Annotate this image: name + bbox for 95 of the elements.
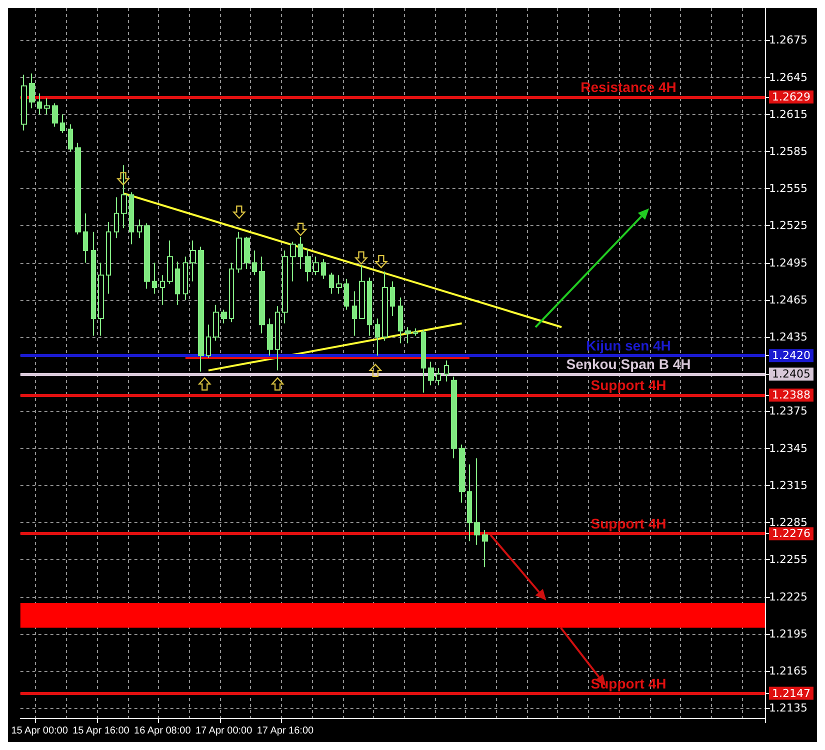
candlestick — [190, 240, 196, 282]
candlestick — [367, 277, 372, 336]
candlestick — [83, 212, 88, 264]
candlestick — [29, 73, 35, 109]
candlestick — [252, 250, 257, 276]
candlestick — [321, 258, 326, 280]
ref-line-label: Kijun sen 4H — [586, 338, 671, 354]
candlestick — [37, 92, 42, 115]
y-tick-label: 1.2555 — [769, 182, 808, 196]
y-tick-label: 1.2525 — [769, 219, 808, 232]
candlestick — [344, 278, 349, 310]
y-tick-label: 1.2147 — [772, 686, 810, 700]
y-tick-label: 1.2615 — [769, 108, 808, 121]
candlestick — [482, 529, 488, 568]
candlestick — [428, 361, 434, 386]
y-tick-label: 1.2388 — [772, 388, 810, 402]
candlestick — [129, 192, 134, 245]
candlestick — [313, 256, 319, 276]
y-tick-label: 1.2495 — [769, 256, 808, 270]
candlestick — [444, 360, 449, 382]
x-tick-label: 17 Apr 16:00 — [256, 726, 314, 736]
candlestick — [167, 240, 173, 284]
ref-line-label: Resistance 4H — [580, 79, 676, 96]
y-tick-label: 1.2465 — [769, 293, 808, 306]
candlestick — [290, 241, 296, 282]
ref-line-label: Support 4H — [590, 516, 666, 532]
candlestick — [359, 264, 365, 319]
candlestick — [52, 102, 58, 128]
y-tick-label: 1.2276 — [772, 527, 810, 540]
candlestick — [114, 196, 119, 239]
candlestick — [405, 326, 411, 344]
candlestick — [236, 231, 242, 274]
candlestick — [421, 329, 426, 394]
candlestick — [305, 248, 311, 282]
candlestick — [459, 444, 465, 504]
y-tick-label: 1.2315 — [769, 478, 808, 492]
candlestick — [375, 318, 380, 356]
ref-line-label: Support 4H — [590, 377, 666, 394]
candlestick — [282, 250, 288, 324]
y-tick-label: 1.2420 — [772, 349, 810, 362]
y-tick-label: 1.2375 — [769, 404, 808, 418]
y-tick-label: 1.2345 — [769, 442, 808, 455]
candlestick — [398, 296, 403, 344]
x-tick-label: 16 Apr 08:00 — [134, 726, 192, 736]
ref-line-label: Senkou Span B 4H — [566, 356, 691, 372]
y-tick-label: 1.2255 — [769, 553, 808, 566]
candlestick — [137, 219, 142, 239]
y-tick-label: 1.2405 — [772, 368, 810, 381]
candlestick — [21, 74, 27, 131]
candlestick — [390, 280, 395, 316]
candlestick — [298, 236, 303, 270]
candlestick — [106, 221, 111, 294]
candlestick — [152, 262, 157, 294]
candlestick — [413, 328, 418, 336]
candlestick — [44, 98, 50, 115]
candlestick — [213, 304, 219, 342]
candlestick — [467, 464, 472, 542]
candlestick — [259, 256, 265, 334]
y-tick-label: 1.2165 — [769, 664, 808, 678]
candlestick — [267, 318, 273, 356]
x-tick-label: 17 Apr 00:00 — [195, 726, 253, 736]
x-tick-label: 15 Apr 16:00 — [72, 726, 130, 736]
candlestick — [160, 274, 165, 306]
candlestick — [436, 367, 441, 386]
candlestick — [198, 246, 204, 372]
candlestick — [221, 309, 227, 324]
y-tick-label: 1.2585 — [769, 144, 808, 158]
y-tick-label: 1.2675 — [769, 34, 808, 47]
y-tick-label: 1.2225 — [769, 590, 808, 604]
y-tick-label: 1.2285 — [769, 516, 808, 530]
candlestick — [336, 274, 342, 294]
candlestick — [474, 458, 480, 546]
candlestick — [68, 124, 73, 152]
candlestick — [98, 262, 104, 336]
candlestick — [229, 262, 234, 323]
candlestick — [75, 142, 81, 235]
candlestick — [91, 231, 96, 336]
candlestick — [329, 272, 334, 294]
candlestick — [382, 270, 388, 342]
candlestick — [352, 290, 357, 336]
candlestick — [144, 222, 150, 290]
y-tick-label: 1.2195 — [769, 627, 808, 640]
candlestick — [183, 256, 188, 300]
candlestick — [60, 114, 65, 134]
candlestick — [175, 261, 180, 306]
y-tick-label: 1.2435 — [769, 330, 808, 344]
y-tick-label: 1.2645 — [769, 70, 808, 84]
y-tick-label: 1.2135 — [769, 702, 808, 715]
candlestick — [244, 236, 250, 270]
x-tick-label: 15 Apr 00:00 — [11, 726, 68, 736]
candlestick — [275, 306, 280, 371]
candlestick — [206, 324, 211, 359]
candlestick — [121, 164, 127, 229]
y-tick-label: 1.2629 — [772, 90, 810, 104]
candlestick — [451, 376, 457, 459]
